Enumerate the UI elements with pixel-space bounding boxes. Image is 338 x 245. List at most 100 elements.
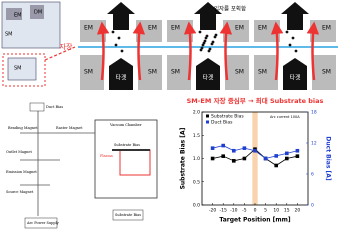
y2-axis-label: Duct Bias [A] xyxy=(325,136,332,180)
target-label: 타겟 xyxy=(289,74,301,82)
target xyxy=(196,58,220,90)
label: Substrate Bias xyxy=(115,213,141,217)
particle xyxy=(288,43,292,47)
schematic: Duct Bias Bending Magnet Raster Magnet V… xyxy=(6,102,158,229)
particle xyxy=(291,36,295,40)
x-tick-label: 20 xyxy=(295,208,301,214)
particle xyxy=(294,49,298,53)
duct xyxy=(20,108,95,216)
field-arrow xyxy=(270,21,284,81)
annotation: Arc current 100A xyxy=(270,115,300,119)
box xyxy=(24,217,58,229)
legend-label: Substrate Bias xyxy=(211,114,244,120)
legend-label: Duct Bias xyxy=(211,120,233,126)
legend-swatch xyxy=(206,120,209,124)
field-arrow xyxy=(183,21,197,81)
box xyxy=(112,209,144,221)
legend-swatch xyxy=(206,114,209,118)
x-tick-label: -20 xyxy=(209,208,216,214)
sm-label: SM xyxy=(235,69,244,76)
sm-magnet xyxy=(312,55,336,90)
particle xyxy=(205,34,209,38)
field-arrow xyxy=(132,21,146,81)
note: 입자를 포획함 xyxy=(214,5,246,13)
sm-magnet xyxy=(80,55,104,90)
sm-label: SM xyxy=(84,69,93,76)
particle xyxy=(214,33,218,37)
y-tick-label: 1.5 xyxy=(193,133,200,139)
point xyxy=(210,156,215,161)
point xyxy=(285,156,289,161)
point xyxy=(210,146,215,150)
point xyxy=(295,148,300,153)
particle xyxy=(200,46,204,50)
box xyxy=(29,102,45,112)
inset: EM SM DM SM xyxy=(1,1,76,87)
plasma-box xyxy=(119,149,151,176)
em-label: EM xyxy=(148,25,157,32)
target xyxy=(109,58,133,90)
y-tick-label: 0.0 xyxy=(193,203,200,209)
particle xyxy=(117,36,121,40)
chart: SM-EM 자장 중심부 → 최대 Substrate bias Arc curr… xyxy=(180,96,332,224)
particle xyxy=(211,40,215,44)
panels: EM EM SM SM 타겟 EM EM SM SM 타겟 입자를 포획함 EM EM SM SM 타겟 xyxy=(80,2,336,90)
particle xyxy=(208,47,212,51)
point xyxy=(242,146,247,150)
up-arrow xyxy=(194,2,222,30)
point xyxy=(221,154,225,158)
particle xyxy=(203,39,207,43)
sm-magnet xyxy=(225,55,249,90)
inset-label: SM xyxy=(5,32,13,38)
label: Duct Bias xyxy=(46,105,63,109)
field-arrow xyxy=(96,21,110,81)
pointer xyxy=(44,46,76,61)
label: Emission Magnet xyxy=(6,170,37,174)
sm-magnet xyxy=(167,55,191,90)
label: Substrate Bias xyxy=(114,143,140,147)
point xyxy=(274,154,278,158)
em-label: EM xyxy=(171,25,180,32)
magnet xyxy=(30,5,44,19)
inset-label: SM xyxy=(14,66,22,72)
point xyxy=(221,143,225,148)
label: Vacuum Chamber xyxy=(109,123,142,127)
point xyxy=(274,163,278,168)
magnet xyxy=(7,57,37,81)
target-label: 타겟 xyxy=(115,74,127,82)
sm-magnet xyxy=(138,55,162,90)
point xyxy=(242,156,247,161)
target xyxy=(283,58,307,90)
x-tick-label: -15 xyxy=(220,208,227,214)
field-arrow xyxy=(219,21,233,81)
label: Outlet Magnet xyxy=(6,150,32,154)
up-arrow xyxy=(281,2,309,30)
x-tick-label: -5 xyxy=(242,208,247,214)
inset-label: DM xyxy=(34,10,42,16)
inset-label: EM xyxy=(14,13,21,19)
field-arrow xyxy=(306,21,320,81)
y2-tick-label: 0 xyxy=(311,203,314,209)
label: Arc Power Supply xyxy=(26,221,59,225)
point xyxy=(295,154,300,158)
particle xyxy=(198,30,202,34)
highlight-box xyxy=(2,53,46,87)
highlight-band xyxy=(252,112,258,205)
x-tick-label: -10 xyxy=(230,208,237,214)
particle xyxy=(285,30,289,34)
up-arrow xyxy=(107,2,135,30)
particle xyxy=(111,30,115,34)
em-label: EM xyxy=(235,25,244,32)
em-label: EM xyxy=(322,25,331,32)
chart-title: SM-EM 자장 중심부 → 최대 Substrate bias xyxy=(187,96,324,105)
y2-tick-label: 12 xyxy=(311,141,317,147)
x-tick-label: 5 xyxy=(264,208,267,214)
point xyxy=(232,148,236,153)
y2-tick-label: 18 xyxy=(311,110,317,116)
x-tick-label: 10 xyxy=(273,208,279,214)
point xyxy=(285,151,289,156)
particle xyxy=(114,43,118,47)
x-axis-label: Target Position [mm] xyxy=(219,217,290,224)
y-tick-label: 0.5 xyxy=(193,179,200,185)
y2-tick-label: 6 xyxy=(311,172,314,178)
